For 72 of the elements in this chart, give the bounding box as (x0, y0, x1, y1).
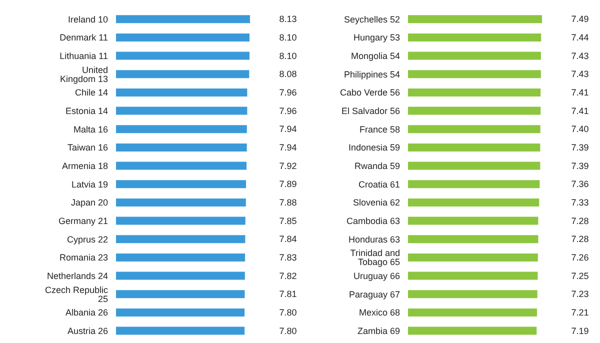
y-tick-label: Indonesia 59 (348, 142, 400, 153)
y-tick-label: Paraguay 67 (348, 289, 400, 300)
data-label: 7.82 (279, 270, 297, 281)
data-label: 7.80 (279, 326, 297, 336)
y-tick-label: Taiwan 16 (67, 142, 108, 153)
data-label: 7.96 (279, 87, 297, 98)
data-label: 7.94 (279, 124, 297, 134)
data-label: 8.10 (279, 32, 297, 42)
data-label: 7.33 (571, 197, 589, 208)
y-tick-label: Albania 26 (65, 308, 108, 318)
y-tick-label: Trinidad and Tobago 65 (350, 248, 400, 268)
data-label: 7.85 (279, 216, 297, 226)
data-label: 7.28 (571, 234, 589, 244)
data-label: 7.96 (279, 106, 297, 116)
y-tick-label: Japan 20 (70, 198, 108, 208)
y-tick-label: France 58 (359, 124, 400, 134)
data-label: 7.83 (279, 252, 297, 262)
y-tick-label: Denmark 11 (60, 32, 108, 43)
y-tick-label: Mongolia 54 (350, 51, 400, 62)
y-tick-label: Mexico 68 (358, 308, 400, 318)
data-label: 8.10 (279, 50, 297, 61)
y-tick-label: Croatia 61 (358, 179, 400, 190)
data-label: 7.21 (571, 307, 589, 318)
data-label: 7.94 (279, 142, 297, 152)
data-label: 7.49 (571, 14, 589, 24)
data-label: 7.44 (571, 32, 589, 42)
y-tick-label: Germany 21 (58, 216, 108, 226)
y-tick-label: United Kingdom 13 (60, 64, 108, 84)
y-tick-label: Hungary 53 (353, 32, 400, 43)
y-tick-label: Netherlands 24 (46, 271, 108, 282)
data-label: 7.25 (571, 270, 589, 281)
data-label: 7.39 (571, 142, 589, 152)
y-tick-label: Lithuania 11 (60, 51, 108, 62)
y-tick-label: Latvia 19 (71, 179, 108, 190)
data-label: 7.28 (571, 216, 589, 226)
y-tick-label: Zambia 69 (357, 326, 400, 336)
data-label: 7.89 (279, 179, 297, 190)
y-tick-label: Ireland 10 (68, 14, 108, 24)
y-tick-label: Slovenia 62 (352, 198, 400, 208)
y-tick-label: Cabo Verde 56 (340, 88, 400, 98)
y-tick-label: Philippines 54 (344, 69, 400, 80)
data-label: 7.92 (279, 160, 297, 171)
y-tick-label: Cambodia 63 (346, 216, 400, 226)
y-tick-label: Austria 26 (67, 326, 108, 336)
data-label: 7.19 (571, 326, 589, 336)
data-label: 7.40 (571, 124, 589, 134)
data-label: 7.84 (279, 234, 297, 244)
data-label: 8.13 (279, 14, 297, 24)
data-label: 7.36 (571, 179, 589, 190)
y-tick-label: Honduras 63 (348, 234, 400, 244)
y-tick-label: Czech Republic 25 (44, 284, 108, 304)
y-tick-label: Estonia 14 (65, 106, 108, 116)
y-tick-label: Cyprus 22 (66, 234, 108, 244)
y-tick-label: Romania 23 (59, 252, 108, 263)
y-tick-label: Malta 16 (73, 124, 108, 134)
y-tick-label: El Salvador 56 (341, 106, 400, 116)
data-label: 7.26 (571, 252, 589, 262)
data-label: 7.39 (571, 160, 589, 171)
data-label: 7.81 (279, 289, 297, 300)
y-tick-label: Rwanda 59 (354, 161, 400, 172)
y-tick-label: Armenia 18 (62, 161, 108, 172)
y-tick-label: Uruguay 66 (353, 271, 400, 282)
data-label: 8.08 (279, 69, 297, 80)
data-label: 7.43 (571, 50, 589, 61)
data-label: 7.41 (571, 106, 589, 116)
data-label: 7.88 (279, 197, 297, 208)
data-label: 7.80 (279, 307, 297, 318)
y-tick-label: Seychelles 52 (344, 14, 400, 24)
data-label: 7.43 (571, 69, 589, 80)
y-tick-label: Chile 14 (74, 88, 108, 98)
data-label: 7.23 (571, 289, 589, 300)
data-label: 7.41 (571, 87, 589, 98)
